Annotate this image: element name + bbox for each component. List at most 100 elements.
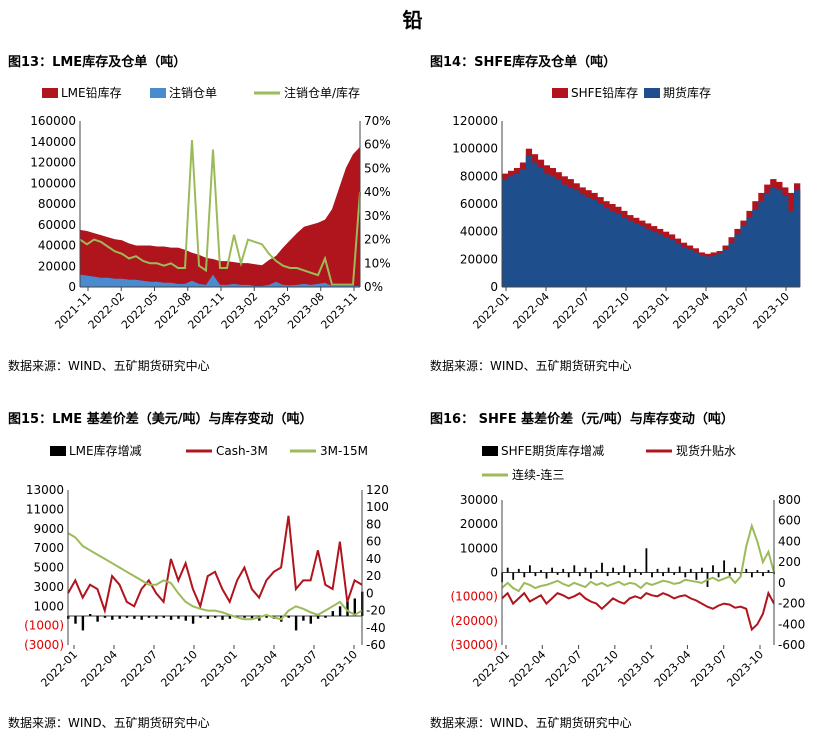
legend-swatch (150, 88, 166, 98)
bar-lme-inventory-change (331, 611, 334, 616)
bar-lme-inventory-change (103, 615, 107, 618)
legend-label: 期货库存 (663, 85, 711, 100)
bar-futures-inventory (662, 237, 670, 287)
series-line-continuous-spread (501, 522, 775, 593)
y-tick-label-right: -600 (778, 638, 805, 652)
y-tick-label-left: (1000) (24, 619, 64, 633)
bar-lme-inventory-change (243, 615, 246, 618)
x-tick-label: 2022-07 (550, 290, 592, 332)
legend-label: 现货升贴水 (676, 443, 736, 458)
y-tick-label-left: 40000 (38, 239, 76, 253)
legend-swatch (254, 91, 280, 95)
bar-lme-inventory-change (191, 615, 195, 624)
panel-15-source: 数据来源：WIND、五矿期货研究中心 (8, 716, 210, 730)
lme-inventory-chart: LME铅库存 注销仓单 注销仓单/库存 0 20000 40000 60000 80000 10… (30, 85, 391, 332)
bar-lme-inventory-change (155, 615, 158, 619)
bar-futures-inventory (633, 223, 640, 287)
x-tick-label: 2023-11 (318, 290, 360, 332)
bar-futures-inventory (686, 249, 694, 287)
bar-futures-inventory (740, 226, 747, 287)
bar-futures-inventory (704, 256, 711, 287)
y-tick-label-left: 1000 (33, 599, 64, 613)
y-tick-label-left: 0 (490, 280, 498, 294)
y-tick-label-left: 5000 (33, 561, 64, 575)
bar-futures-inventory (698, 255, 705, 287)
bar-lme-inventory-change (206, 615, 210, 619)
bar-shfe-inventory-change (517, 568, 520, 573)
bar-lme-inventory-change (74, 615, 77, 624)
bar-lme-inventory-change (265, 615, 268, 618)
bar-futures-inventory (680, 246, 688, 287)
y-tick-label-right: 10% (364, 256, 391, 270)
y-tick-label-right: 80 (366, 517, 381, 531)
bar-shfe-inventory-change (673, 572, 676, 575)
x-tick-label: 2022-04 (510, 290, 552, 332)
bar-shfe-inventory-change (523, 572, 526, 578)
bar-shfe-inventory-change (651, 572, 653, 578)
bar-shfe-inventory-change (695, 572, 698, 580)
bar-shfe-inventory-change (634, 568, 637, 573)
bar-lme-inventory-change (199, 615, 202, 618)
bar-lme-inventory-change (89, 614, 92, 616)
bar-shfe-inventory-change (617, 572, 620, 575)
bar-futures-inventory (537, 168, 545, 287)
bar-lme-inventory-change (147, 615, 151, 618)
y-tick-label-left: 60000 (38, 218, 76, 232)
bar-futures-inventory (615, 213, 622, 287)
bar-futures-inventory (776, 190, 783, 287)
y-tick-label-right: 40 (366, 552, 381, 566)
y-tick-label-right: 20 (366, 569, 381, 583)
y-tick-label-left: (20000) (450, 614, 498, 628)
series-line-ratio (79, 139, 361, 286)
bar-shfe-inventory-change (734, 567, 737, 573)
y-tick-label-left: 20000 (460, 252, 498, 266)
bar-futures-inventory (543, 173, 550, 287)
bar-shfe-inventory-change (728, 572, 731, 577)
y-tick-label-left: 160000 (30, 114, 76, 128)
bar-lme-inventory-change (169, 615, 173, 620)
y-tick-label-right: 60 (366, 535, 381, 549)
bar-futures-inventory (722, 249, 729, 287)
bar-futures-inventory (710, 255, 717, 287)
y-tick-label-left: 20000 (460, 517, 498, 531)
bar-shfe-inventory-change (562, 568, 565, 573)
bar-shfe-inventory-change (701, 567, 703, 573)
panel-16-source: 数据来源：WIND、五矿期货研究中心 (430, 716, 632, 730)
y-tick-label-left: 80000 (460, 169, 498, 183)
y-tick-label-left: 100000 (452, 142, 498, 156)
y-tick-label-left: 9000 (33, 522, 64, 536)
legend-label: 连续-连三 (512, 467, 564, 482)
bar-futures-inventory (525, 155, 533, 287)
bar-shfe-inventory-change (623, 565, 626, 573)
y-tick-label-left: 0 (68, 280, 76, 294)
bar-futures-inventory (603, 208, 610, 287)
legend-label: 注销仓单/库存 (284, 85, 360, 100)
bar-shfe-inventory-change (545, 572, 548, 579)
y-tick-label-left: 3000 (33, 580, 64, 594)
legend-swatch (186, 449, 212, 453)
bar-lme-inventory-change (294, 615, 298, 631)
bar-futures-inventory (645, 228, 652, 287)
bar-lme-inventory-change (118, 615, 121, 619)
x-tick-label: 2023-07 (710, 290, 752, 332)
bar-shfe-inventory-change (573, 565, 576, 573)
y-tick-label-right: 200 (778, 555, 801, 569)
bar-lme-inventory-change (324, 615, 327, 618)
bar-futures-inventory (508, 176, 515, 287)
x-tick-label: 2023-04 (238, 648, 280, 690)
bar-lme-inventory-change (228, 615, 232, 619)
bar-futures-inventory (668, 240, 676, 287)
bar-futures-inventory (585, 197, 592, 287)
y-tick-label-left: (30000) (450, 638, 498, 652)
legend-swatch (290, 449, 316, 453)
x-tick-label: 2022-04 (507, 648, 549, 690)
bar-lme-inventory-change (221, 615, 224, 620)
bar-futures-inventory (716, 253, 723, 287)
bar-shfe-inventory-change (584, 567, 587, 573)
bar-shfe-inventory-change (551, 567, 553, 573)
bar-lme-inventory-change (309, 615, 312, 624)
bar-futures-inventory (764, 192, 771, 287)
bar-lme-inventory-change (346, 601, 349, 616)
bar-futures-inventory (609, 210, 616, 287)
